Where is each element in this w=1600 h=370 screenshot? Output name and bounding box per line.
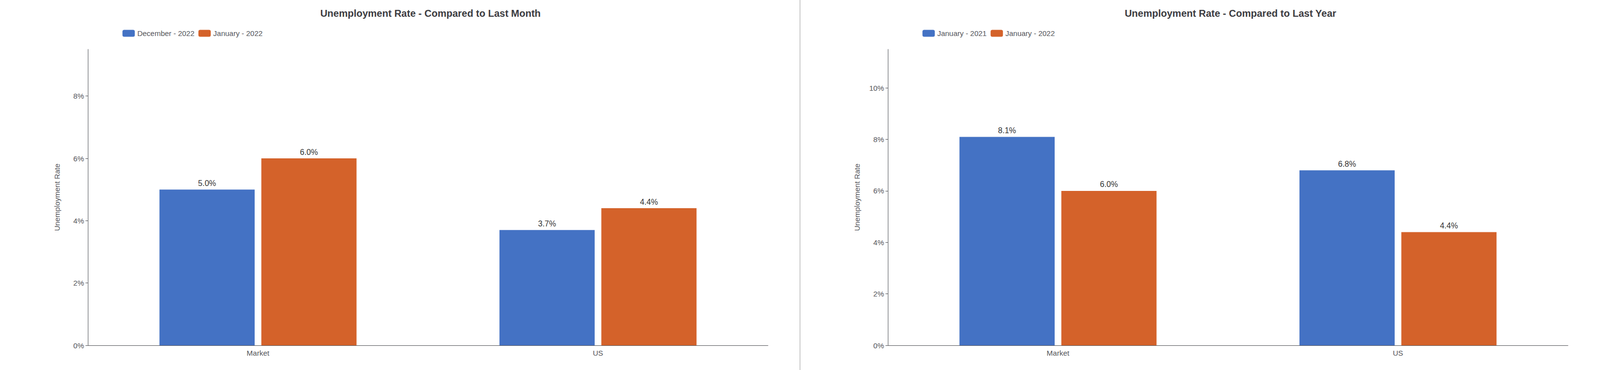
svg-text:US: US — [592, 348, 604, 358]
svg-text:6.8%: 6.8% — [1337, 159, 1356, 169]
svg-text:Unemployment Rate - Compared t: Unemployment Rate - Compared to Last Yea… — [1124, 7, 1337, 19]
svg-text:Market: Market — [246, 348, 270, 358]
svg-text:6.0%: 6.0% — [1100, 180, 1118, 189]
svg-text:8.1%: 8.1% — [997, 126, 1016, 135]
svg-text:4%: 4% — [73, 216, 85, 226]
svg-text:10%: 10% — [869, 83, 884, 93]
svg-text:2%: 2% — [73, 278, 85, 288]
svg-text:2%: 2% — [873, 289, 885, 299]
svg-text:Unemployment Rate: Unemployment Rate — [852, 163, 862, 232]
svg-text:6%: 6% — [73, 154, 85, 163]
svg-text:4%: 4% — [873, 238, 885, 247]
svg-text:5.0%: 5.0% — [197, 179, 216, 188]
svg-text:4.4%: 4.4% — [640, 197, 658, 207]
svg-text:December - 2022: December - 2022 — [137, 29, 195, 38]
svg-text:January - 2022: January - 2022 — [1005, 29, 1055, 38]
svg-text:January - 2022: January - 2022 — [213, 29, 263, 38]
svg-text:3.7%: 3.7% — [537, 219, 556, 229]
svg-text:4.4%: 4.4% — [1440, 221, 1458, 230]
svg-text:US: US — [1392, 348, 1404, 358]
svg-text:6.0%: 6.0% — [300, 148, 318, 157]
svg-text:Unemployment Rate: Unemployment Rate — [52, 163, 62, 232]
svg-text:January - 2021: January - 2021 — [937, 29, 987, 38]
svg-text:Market: Market — [1046, 348, 1070, 358]
svg-text:Unemployment Rate - Compared t: Unemployment Rate - Compared to Last Mon… — [320, 7, 541, 19]
svg-text:0%: 0% — [873, 341, 885, 350]
svg-text:8%: 8% — [873, 135, 885, 144]
svg-text:6%: 6% — [873, 186, 885, 195]
svg-text:0%: 0% — [73, 341, 85, 350]
svg-text:8%: 8% — [73, 91, 85, 101]
